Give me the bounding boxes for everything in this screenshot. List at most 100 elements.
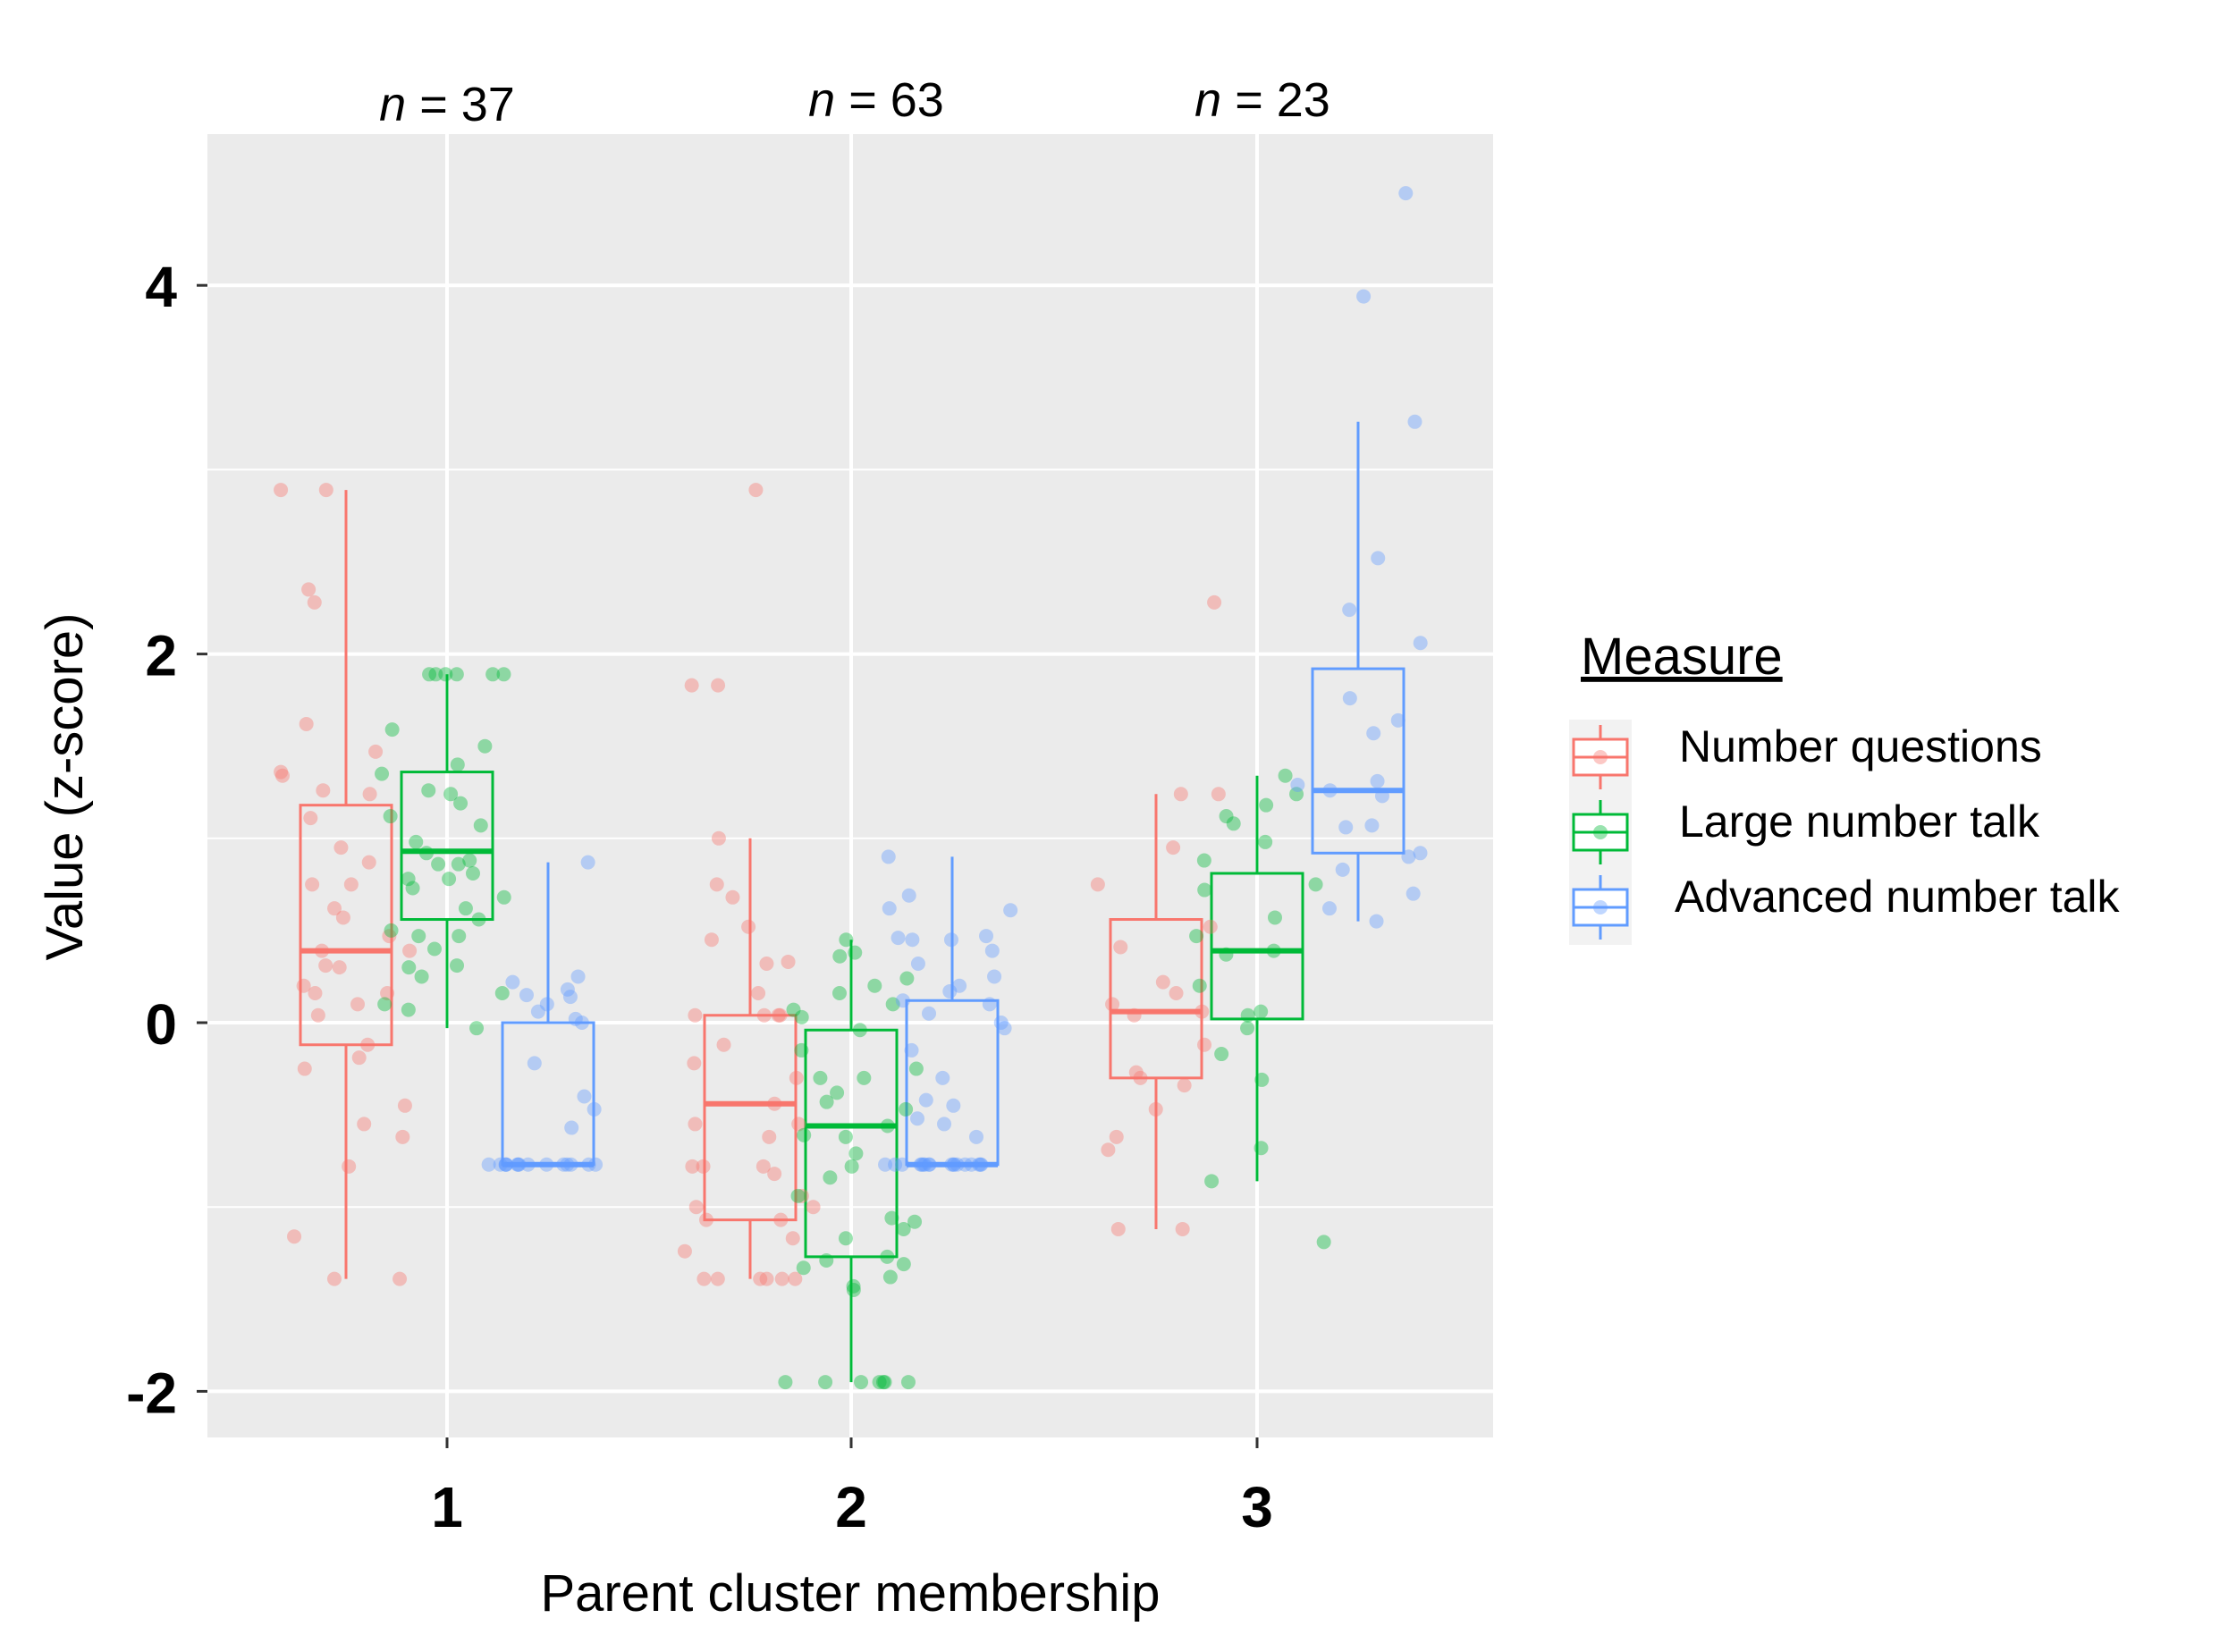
data-point (1240, 1007, 1255, 1023)
data-point (505, 974, 520, 990)
box (1311, 667, 1405, 855)
box (299, 804, 393, 1047)
data-point (767, 1096, 782, 1111)
data-point (755, 1159, 771, 1174)
data-point (1266, 943, 1281, 958)
data-point (872, 1375, 887, 1390)
data-point (688, 1117, 703, 1132)
data-point (1369, 914, 1384, 929)
boxplot (501, 862, 595, 1167)
data-point (397, 1098, 412, 1113)
data-point (716, 1037, 731, 1052)
data-point (361, 855, 376, 870)
data-point (993, 1016, 1009, 1030)
data-point (774, 1271, 789, 1286)
axes: 4 2 0 -2 1 2 3 (126, 255, 1273, 1539)
data-point (1267, 910, 1282, 925)
data-point (818, 1375, 833, 1390)
data-point (907, 1214, 923, 1229)
data-point (979, 929, 994, 944)
data-point (698, 1212, 713, 1227)
data-point (314, 943, 329, 958)
data-point (350, 997, 366, 1012)
data-point (587, 1101, 602, 1117)
data-point (1290, 778, 1305, 793)
legend-title: Measure (1581, 628, 1783, 686)
data-point (875, 1375, 891, 1390)
data-point (971, 1157, 986, 1172)
data-point (952, 978, 967, 993)
data-point (696, 1159, 711, 1174)
legend-label-number-questions: Number questions (1679, 721, 2042, 771)
data-point (1194, 1004, 1210, 1019)
data-point (751, 986, 766, 1001)
data-point (922, 1006, 937, 1021)
y-axis-title: Value (z-score) (36, 613, 94, 961)
data-point (1113, 940, 1128, 955)
data-point (1155, 974, 1170, 990)
data-point (946, 1157, 961, 1172)
data-point (539, 1157, 554, 1172)
data-point (481, 1157, 496, 1172)
data-point (894, 1157, 909, 1172)
data-point (913, 1157, 928, 1172)
data-point (428, 667, 443, 682)
data-point (794, 1009, 809, 1024)
data-point (1253, 1141, 1269, 1156)
data-point (709, 877, 724, 892)
data-point (560, 1157, 575, 1172)
data-point (368, 744, 384, 759)
data-point (1407, 414, 1422, 429)
data-point (838, 1129, 853, 1144)
data-point (574, 1016, 589, 1030)
data-point (1374, 788, 1389, 804)
data-point (685, 1159, 700, 1174)
data-point (333, 840, 349, 856)
data-point (469, 1021, 485, 1036)
data-point (1214, 1047, 1229, 1062)
data-point (477, 738, 493, 754)
data-point (982, 997, 997, 1012)
data-point (895, 993, 910, 1008)
data-point (296, 978, 311, 993)
data-point (788, 1271, 803, 1286)
data-point (796, 1260, 811, 1276)
data-point (382, 929, 397, 944)
data-point (305, 877, 320, 892)
data-point (1090, 877, 1105, 892)
data-point (819, 1252, 834, 1268)
data-point (1254, 1072, 1270, 1087)
data-point (846, 1282, 861, 1297)
data-point (527, 1056, 542, 1071)
data-point (753, 1271, 768, 1286)
data-point (1133, 1070, 1148, 1085)
data-point (564, 1120, 579, 1135)
data-point (498, 1157, 513, 1172)
data-point (297, 1061, 312, 1076)
data-point (402, 943, 418, 958)
data-point (997, 1021, 1012, 1036)
boxplot (1109, 794, 1203, 1229)
data-point (384, 923, 399, 938)
data-point (443, 787, 459, 802)
data-point (773, 1212, 789, 1227)
boxplots (299, 421, 1405, 1383)
data-point (704, 932, 719, 948)
data-point (1321, 901, 1337, 916)
data-point (785, 1231, 800, 1246)
data-point (496, 667, 511, 682)
data-point (1166, 840, 1181, 856)
data-point (511, 1157, 526, 1172)
data-point (771, 1007, 786, 1023)
data-point (1259, 797, 1274, 813)
data-point (450, 958, 465, 974)
boxplot (703, 838, 798, 1279)
data-point (1177, 1078, 1192, 1093)
data-point (494, 986, 510, 1001)
legend-label-advanced-number-talk: Advanced number talk (1675, 872, 2121, 922)
data-point (741, 919, 756, 934)
data-point (964, 1157, 979, 1172)
data-point (1226, 816, 1241, 831)
data-point (882, 1269, 898, 1285)
data-point (946, 1098, 961, 1113)
